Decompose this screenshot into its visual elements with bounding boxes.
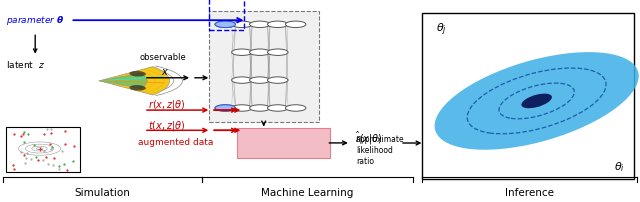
Circle shape	[285, 105, 306, 111]
Ellipse shape	[129, 71, 146, 77]
Wedge shape	[99, 73, 147, 88]
FancyBboxPatch shape	[209, 11, 319, 122]
Circle shape	[232, 21, 252, 27]
Circle shape	[215, 21, 236, 27]
Circle shape	[232, 77, 252, 83]
Text: $\arg\min L[g]$: $\arg\min L[g]$	[255, 132, 312, 146]
Ellipse shape	[129, 85, 146, 91]
Ellipse shape	[435, 52, 639, 150]
Circle shape	[215, 21, 236, 27]
FancyBboxPatch shape	[422, 13, 634, 179]
Text: $\hat{r}(x|\theta)$: $\hat{r}(x|\theta)$	[355, 130, 383, 147]
Circle shape	[268, 49, 288, 55]
Circle shape	[232, 49, 252, 55]
Circle shape	[268, 77, 288, 83]
Circle shape	[232, 105, 252, 111]
Circle shape	[285, 21, 306, 27]
Text: approximate
likelihood
ratio: approximate likelihood ratio	[356, 135, 404, 166]
Text: Inference: Inference	[505, 188, 554, 198]
Text: $g$: $g$	[279, 142, 287, 154]
Circle shape	[250, 21, 270, 27]
Text: Simulation: Simulation	[74, 188, 131, 198]
Circle shape	[215, 105, 236, 111]
Circle shape	[250, 105, 270, 111]
Text: $x$: $x$	[161, 67, 169, 77]
Text: latent  $z$: latent $z$	[6, 59, 45, 70]
Text: $\theta_j$: $\theta_j$	[436, 21, 447, 38]
Text: augmented data: augmented data	[138, 138, 213, 147]
Text: parameter $\boldsymbol{\theta}$: parameter $\boldsymbol{\theta}$	[6, 14, 65, 27]
Text: $\theta_i$: $\theta_i$	[614, 160, 625, 174]
Text: Machine Learning: Machine Learning	[261, 188, 353, 198]
Circle shape	[215, 105, 236, 111]
Circle shape	[250, 77, 270, 83]
Text: $t(x, z|\theta)$: $t(x, z|\theta)$	[148, 119, 186, 133]
FancyBboxPatch shape	[237, 128, 330, 158]
Wedge shape	[99, 66, 170, 95]
Circle shape	[268, 21, 288, 27]
Circle shape	[250, 49, 270, 55]
FancyBboxPatch shape	[6, 127, 80, 172]
Text: $r(x, z|\theta)$: $r(x, z|\theta)$	[148, 98, 186, 112]
Circle shape	[268, 105, 288, 111]
Ellipse shape	[522, 94, 552, 108]
Text: observable: observable	[140, 53, 187, 62]
